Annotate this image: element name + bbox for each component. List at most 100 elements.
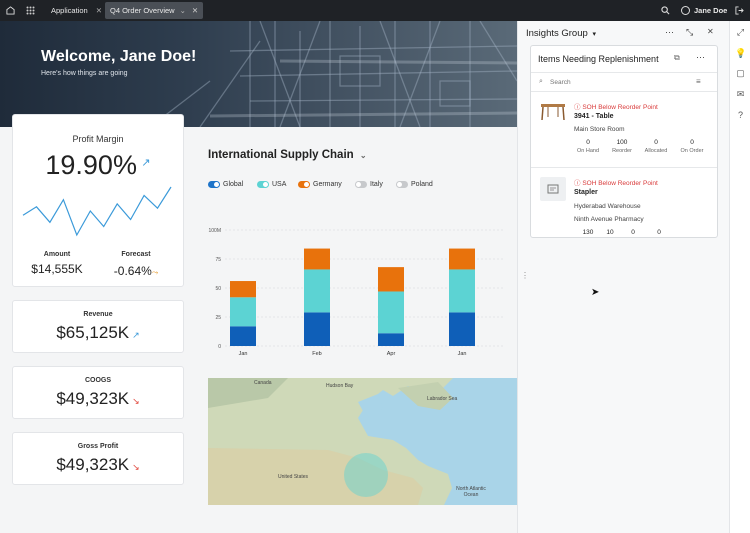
logout-icon[interactable] (735, 0, 744, 21)
more-options-icon[interactable]: ⋯ (696, 52, 705, 62)
chevron-down-icon[interactable]: ⌄ (359, 151, 367, 160)
user-menu[interactable]: Jane Doe (681, 0, 727, 21)
stat-label: On Hand (576, 148, 599, 154)
bar-segment (378, 267, 404, 292)
list-item[interactable]: ⓘ SOH Below Reorder Point Stapler Hydera… (531, 169, 717, 237)
alert-text: SOH Below Reorder Point (582, 104, 658, 111)
tab-label: Application (51, 6, 88, 15)
alert-icon: ⓘ (574, 180, 581, 187)
help-icon[interactable]: ? (737, 110, 743, 120)
tab-label: Q4 Order Overview (110, 6, 175, 15)
trend-up-icon: ↗ (132, 330, 140, 340)
stat-value: 0 (586, 139, 590, 146)
image-placeholder-icon (540, 177, 566, 201)
search-input[interactable] (550, 76, 690, 89)
caret-down-icon[interactable]: ▾ (592, 31, 596, 38)
map-heat-marker[interactable] (344, 453, 388, 497)
search-icon[interactable] (661, 0, 670, 21)
toggle-switch[interactable] (355, 181, 367, 188)
bar-segment (378, 291, 404, 334)
x-tick-label: Apr (387, 351, 396, 357)
insights-panel: Insights Group ▾ ⋯ ⤡ ✕ Items Needing Rep… (517, 21, 729, 533)
supply-chain-title: International Supply Chain (208, 149, 354, 161)
toggle-label: USA (272, 181, 287, 188)
close-icon[interactable]: ✕ (707, 27, 714, 36)
forecast-label: Forecast (121, 251, 151, 258)
kpi-value: $49,323K (56, 389, 130, 408)
kpi-label: Revenue (83, 311, 113, 318)
supply-chain-bar-chart: 100M 75 50 25 0 Jan Feb Apr Jan (208, 228, 505, 357)
kpi-label: COOGS (84, 377, 112, 384)
stat-value: 130 (582, 229, 594, 236)
toggle-germany[interactable]: Germany (298, 181, 342, 188)
supply-chain-map[interactable]: Canada Hudson Bay Labrador Sea United St… (208, 378, 517, 505)
kpi-card-coogs[interactable]: COOGS $49,323K ↘ (12, 366, 184, 419)
y-tick-label: 75 (215, 257, 221, 263)
expand-icon[interactable]: ⤢ (736, 27, 745, 37)
kpi-value: $49,323K (56, 455, 130, 474)
stat-on-order: 0 (642, 229, 676, 236)
industrial-background-image (149, 21, 517, 127)
more-options-icon[interactable]: ⋯ (665, 27, 674, 37)
user-name: Jane Doe (694, 6, 728, 15)
chat-icon[interactable]: ▢ (736, 68, 745, 78)
x-tick-label: Jan (458, 351, 467, 357)
bar-segment (230, 326, 256, 346)
stat-allocated: 0 (616, 229, 650, 236)
toggle-global[interactable]: Global (208, 181, 243, 188)
insights-group-title-row[interactable]: Insights Group ▾ (526, 28, 596, 39)
hero-banner: Welcome, Jane Doe! Here's how things are… (0, 21, 517, 127)
toggle-switch[interactable] (298, 181, 310, 188)
toggle-switch[interactable] (257, 181, 269, 188)
kpi-card-revenue[interactable]: Revenue $65,125K ↗ (12, 300, 184, 353)
resize-handle-icon[interactable]: ⋮ (521, 271, 529, 280)
apps-grid-icon[interactable] (26, 0, 35, 21)
toggle-usa[interactable]: USA (257, 181, 286, 188)
tab-order-overview[interactable]: Q4 Order Overview ⌄ ✕ (105, 2, 204, 19)
chevron-down-icon[interactable]: ⌄ (179, 6, 186, 15)
profit-margin-card[interactable]: Profit Margin 19.90% ↗ Amount $14,555K F… (12, 114, 184, 287)
kpi-value-row: $49,323K ↘ (13, 455, 183, 475)
bar-segment (449, 312, 475, 346)
lightbulb-icon[interactable]: 💡 (735, 48, 747, 58)
replenishment-title: Items Needing Replenishment (538, 54, 659, 64)
bar-segment (230, 297, 256, 327)
toggle-switch[interactable] (396, 181, 408, 188)
avatar-icon (681, 6, 690, 15)
profit-margin-value: 19.90% (45, 150, 137, 180)
profit-margin-label: Profit Margin (72, 134, 124, 144)
close-icon[interactable]: ✕ (95, 6, 102, 15)
map-label: North Atlantic Ocean (456, 486, 486, 498)
filter-icon[interactable]: ≡ (696, 77, 701, 86)
collapse-icon[interactable]: ⤡ (686, 27, 694, 37)
toggle-poland[interactable]: Poland (396, 181, 433, 188)
right-rail: ⤢ 💡 ▢ ✉ ? (729, 21, 750, 533)
stat-reorder: 100 Reorder (605, 139, 639, 154)
x-tick-label: Jan (239, 351, 248, 357)
stat-label: Reorder (612, 148, 632, 154)
toggle-switch[interactable] (208, 181, 220, 188)
trend-flat-icon: ⤳ (151, 268, 159, 277)
replenishment-card: Items Needing Replenishment ⧉ ⋯ ⌕ ≡ ⓘ SO… (530, 45, 718, 238)
toggle-italy[interactable]: Italy (355, 181, 383, 188)
map-label: Labrador Sea (427, 396, 458, 402)
list-item[interactable]: ⓘ SOH Below Reorder Point 3941 - Table M… (531, 93, 717, 168)
bar-segment (378, 333, 404, 346)
alert-row: ⓘ SOH Below Reorder Point (574, 177, 658, 187)
y-tick-label: 50 (215, 286, 221, 292)
bar-segment (304, 312, 330, 346)
kpi-label: Gross Profit (77, 443, 119, 450)
supply-chain-title-row[interactable]: International Supply Chain ⌄ (208, 149, 367, 161)
stat-on-hand: 0 On Hand (571, 139, 605, 154)
stat-value: 100 (616, 139, 628, 146)
tab-application[interactable]: Application ✕ (46, 0, 107, 21)
item-location: Main Store Room (574, 126, 625, 133)
home-icon[interactable] (6, 0, 15, 21)
bar-segment (449, 269, 475, 313)
forecast-value-row: -0.64%⤳ (105, 262, 167, 280)
external-link-icon[interactable]: ⧉ (674, 53, 680, 62)
mail-icon[interactable]: ✉ (736, 89, 745, 99)
map-label: Canada (254, 380, 272, 386)
close-icon[interactable]: ✕ (191, 6, 199, 15)
kpi-card-gross-profit[interactable]: Gross Profit $49,323K ↘ (12, 432, 184, 485)
